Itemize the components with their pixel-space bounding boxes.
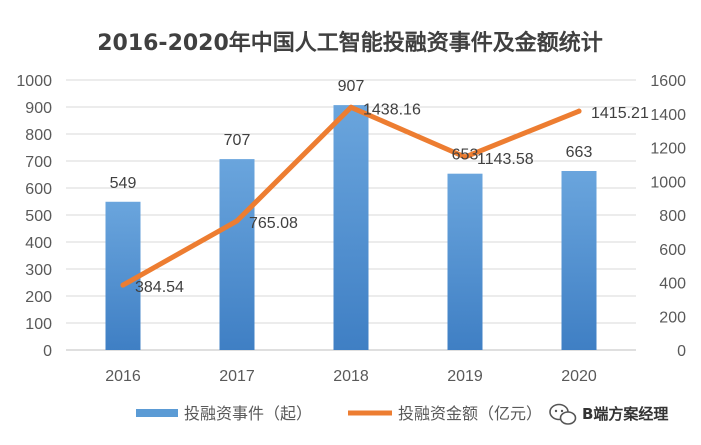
bar-series	[105, 105, 597, 350]
x-axis-tick-label: 2017	[219, 368, 255, 385]
left-axis-tick-label: 0	[43, 343, 52, 360]
bar	[219, 159, 255, 350]
line-value-label: 384.54	[135, 279, 184, 296]
right-axis-tick-label: 1400	[650, 107, 686, 124]
left-axis-tick-label: 400	[25, 235, 52, 252]
left-axis-tick-label: 1000	[16, 73, 52, 90]
left-axis-tick-label: 100	[25, 316, 52, 333]
line-point	[348, 104, 354, 110]
right-axis-tick-label: 1000	[650, 174, 686, 191]
watermark: B端方案经理	[540, 398, 701, 428]
right-axis-ticks: 0 200 400 600 800 1000 1200 1400 1600	[650, 73, 686, 360]
bar	[333, 105, 369, 350]
line-point	[234, 218, 240, 224]
right-axis-tick-label: 1200	[650, 141, 686, 158]
bar	[447, 173, 483, 350]
right-axis-tick-label: 200	[659, 309, 686, 326]
x-axis-ticks: 2016 2017 2018 2019 2020	[105, 368, 597, 385]
line-series	[120, 104, 582, 288]
line-value-label: 1143.58	[477, 151, 534, 168]
x-axis-tick-label: 2016	[105, 368, 141, 385]
left-axis-tick-label: 600	[25, 181, 52, 198]
left-axis-tick-label: 900	[25, 100, 52, 117]
line-value-label: 1415.21	[591, 105, 649, 122]
left-axis-tick-label: 800	[25, 127, 52, 144]
bar-value-label: 663	[566, 144, 593, 161]
right-axis-tick-label: 600	[659, 242, 686, 259]
legend: 投融资事件（起） 投融资金额（亿元）	[136, 404, 542, 423]
bar-value-label: 907	[338, 78, 365, 95]
x-axis-tick-label: 2018	[333, 368, 369, 385]
bar	[561, 170, 597, 350]
left-axis-tick-label: 200	[25, 289, 52, 306]
right-axis-tick-label: 1600	[650, 73, 686, 90]
left-axis-tick-label: 500	[25, 208, 52, 225]
bar-value-label: 653	[452, 147, 479, 164]
line-point	[576, 108, 582, 114]
wechat-icon	[549, 403, 577, 425]
left-axis-tick-label: 300	[25, 262, 52, 279]
legend-label-line: 投融资金额（亿元）	[398, 404, 542, 423]
right-axis-tick-label: 400	[659, 276, 686, 293]
legend-label-bar: 投融资事件（起）	[184, 404, 312, 423]
line-value-label: 1438.16	[363, 101, 421, 118]
bar-value-label: 549	[110, 175, 137, 192]
right-axis-tick-label: 0	[677, 343, 686, 360]
right-axis-tick-label: 800	[659, 208, 686, 225]
legend-swatch-bar	[136, 409, 178, 417]
line-value-label: 765.08	[249, 215, 298, 232]
data-labels: 549 707 907 653 663 384.54 765.08 1438.16 1143.5…	[110, 78, 649, 296]
chart-title: 2016-2020年中国人工智能投融资事件及金额统计	[97, 30, 603, 56]
left-axis-ticks: 0 100 200 300 400 500 600 700 800 900 1000	[16, 73, 52, 360]
x-axis-tick-label: 2019	[447, 368, 483, 385]
bar-value-label: 707	[224, 132, 251, 149]
line-point	[462, 154, 468, 160]
left-axis-tick-label: 700	[25, 154, 52, 171]
x-axis-tick-label: 2020	[561, 368, 597, 385]
line-point	[120, 282, 126, 288]
watermark-text: B端方案经理	[582, 405, 668, 423]
